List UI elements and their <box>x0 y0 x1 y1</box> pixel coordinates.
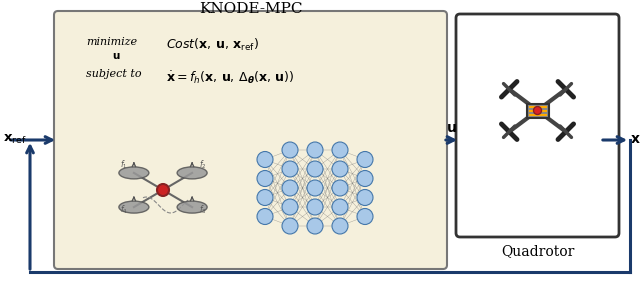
Circle shape <box>257 171 273 187</box>
Circle shape <box>534 107 541 114</box>
Circle shape <box>332 161 348 177</box>
Circle shape <box>332 218 348 234</box>
Circle shape <box>257 208 273 224</box>
Text: $f_4$: $f_4$ <box>120 204 128 216</box>
Text: $\mathit{Cost}(\mathbf{x},\,\mathbf{u},\,\mathbf{x}_{\mathrm{ref}})$: $\mathit{Cost}(\mathbf{x},\,\mathbf{u},\… <box>166 37 259 53</box>
Circle shape <box>157 184 169 196</box>
Circle shape <box>282 142 298 158</box>
Ellipse shape <box>177 201 207 213</box>
Circle shape <box>282 161 298 177</box>
Circle shape <box>357 171 373 187</box>
Circle shape <box>282 218 298 234</box>
Ellipse shape <box>119 201 149 213</box>
Circle shape <box>307 199 323 215</box>
FancyBboxPatch shape <box>456 14 619 237</box>
Text: $\mathbf{x}$: $\mathbf{x}$ <box>630 132 640 146</box>
Circle shape <box>257 189 273 205</box>
Circle shape <box>332 142 348 158</box>
Text: subject to: subject to <box>86 69 141 79</box>
Text: $f_3$: $f_3$ <box>199 204 207 216</box>
Circle shape <box>282 180 298 196</box>
Circle shape <box>357 152 373 168</box>
Circle shape <box>332 180 348 196</box>
Text: KNODE-MPC: KNODE-MPC <box>199 2 302 16</box>
Circle shape <box>357 208 373 224</box>
Circle shape <box>332 199 348 215</box>
Text: $f_2$: $f_2$ <box>199 158 207 171</box>
Text: $\mathbf{u}$: $\mathbf{u}$ <box>445 121 456 135</box>
Text: Quadrotor: Quadrotor <box>501 244 574 258</box>
Ellipse shape <box>119 167 149 179</box>
Circle shape <box>307 218 323 234</box>
Circle shape <box>307 161 323 177</box>
Text: $\dot{\mathbf{x}} = f_h(\mathbf{x},\,\mathbf{u},\,\Delta_{\boldsymbol{\theta}}(\: $\dot{\mathbf{x}} = f_h(\mathbf{x},\,\ma… <box>166 69 294 86</box>
FancyBboxPatch shape <box>54 11 447 269</box>
Circle shape <box>307 180 323 196</box>
Circle shape <box>282 199 298 215</box>
Circle shape <box>357 189 373 205</box>
Text: minimize: minimize <box>86 37 137 47</box>
Text: $\mathbf{x}_{\mathrm{ref}}$: $\mathbf{x}_{\mathrm{ref}}$ <box>3 132 27 146</box>
Text: $f_1$: $f_1$ <box>120 158 127 171</box>
Polygon shape <box>527 104 548 118</box>
Circle shape <box>307 142 323 158</box>
Ellipse shape <box>177 167 207 179</box>
Text: $\mathbf{u}$: $\mathbf{u}$ <box>112 51 120 61</box>
Circle shape <box>257 152 273 168</box>
